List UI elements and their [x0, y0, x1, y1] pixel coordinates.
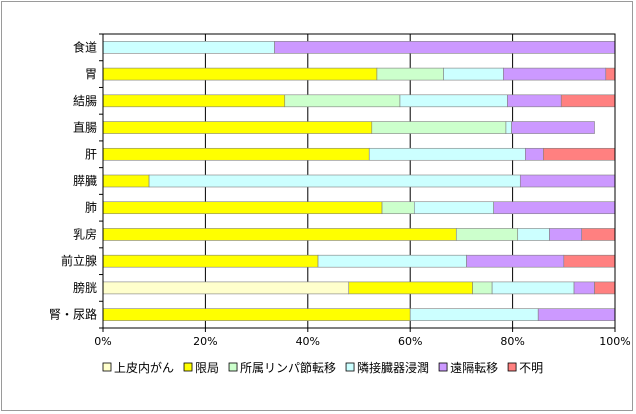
- bar-segment: [455, 228, 519, 241]
- legend-swatch: [345, 362, 355, 372]
- bar-segment: [284, 94, 401, 108]
- category-label: 膀胱: [73, 280, 97, 295]
- bar-segment: [605, 67, 616, 81]
- bar-segment: [102, 201, 383, 215]
- bar-segment: [102, 174, 150, 188]
- bar-segment: [102, 147, 370, 161]
- bar-segment: [517, 228, 550, 241]
- category-label: 胃: [85, 67, 97, 81]
- bar-segment: [549, 228, 583, 241]
- legend-label: 所属リンパ節転移: [240, 360, 336, 375]
- legend-swatch: [507, 362, 517, 372]
- bar-segment: [399, 94, 508, 108]
- bar-segment: [563, 254, 616, 268]
- category-label: 直腸: [73, 121, 97, 135]
- bar-segment: [102, 308, 411, 321]
- bar-segment: [102, 121, 373, 134]
- legend-label: 不明: [519, 361, 543, 375]
- bar-segment: [376, 67, 444, 81]
- bar-segment: [537, 308, 616, 321]
- category-label: 肝: [85, 147, 97, 161]
- legend-swatch: [438, 362, 448, 372]
- bar-segment: [317, 254, 467, 268]
- bar-segment: [368, 147, 526, 161]
- bar-segment: [573, 281, 595, 295]
- bar-segment: [413, 201, 494, 215]
- bar-segment: [491, 281, 575, 295]
- legend-label: 上皮内がん: [114, 360, 174, 375]
- legend-label: 隣接臓器浸潤: [357, 360, 429, 375]
- x-tick-label: 20%: [193, 335, 217, 348]
- bar-segment: [102, 41, 275, 54]
- bar-segment: [348, 281, 473, 295]
- bar-segment: [148, 174, 521, 188]
- bar-segment: [102, 281, 350, 295]
- bar-segment: [519, 174, 616, 188]
- legend-swatch: [228, 362, 238, 372]
- legend-label: 遠隔転移: [450, 361, 498, 375]
- bar-segment: [381, 201, 415, 215]
- category-label: 結腸: [73, 94, 97, 108]
- category-label: 膵臓: [73, 174, 97, 188]
- x-tick-label: 100%: [599, 335, 630, 348]
- bar-segment: [594, 281, 616, 295]
- bar-segment: [525, 147, 544, 161]
- bar-segment: [371, 121, 507, 134]
- category-label: 腎・尿路: [49, 307, 97, 322]
- bar-segment: [274, 41, 616, 54]
- bar-segment: [409, 308, 539, 321]
- bar-segment: [443, 67, 504, 81]
- plot-border: [102, 33, 616, 329]
- bar-segment: [507, 94, 562, 108]
- legend-swatch: [183, 362, 193, 372]
- x-tick-label: 40%: [296, 335, 320, 348]
- bar-segment: [543, 147, 616, 161]
- bar-segment: [102, 94, 286, 108]
- bar-segment: [493, 201, 616, 215]
- bar-segment: [581, 228, 616, 241]
- legend-label: 限局: [195, 361, 219, 375]
- bar-segment: [102, 67, 378, 81]
- category-label: 前立腺: [61, 253, 97, 268]
- bar-segment: [466, 254, 565, 268]
- x-tick-label: 80%: [500, 335, 524, 348]
- bar-segment: [505, 121, 512, 134]
- bar-segment: [102, 228, 457, 241]
- x-tick-label: 0%: [94, 335, 111, 348]
- bar-segment: [102, 254, 319, 268]
- bar-segment: [560, 94, 616, 108]
- x-tick-label: 60%: [398, 335, 422, 348]
- category-label: 乳房: [73, 226, 97, 241]
- legend-swatch: [102, 362, 112, 372]
- bar-segment: [511, 121, 595, 134]
- bar-segment: [503, 67, 607, 81]
- bar-segment: [472, 281, 493, 295]
- category-label: 肺: [85, 201, 97, 215]
- category-label: 食道: [73, 39, 97, 54]
